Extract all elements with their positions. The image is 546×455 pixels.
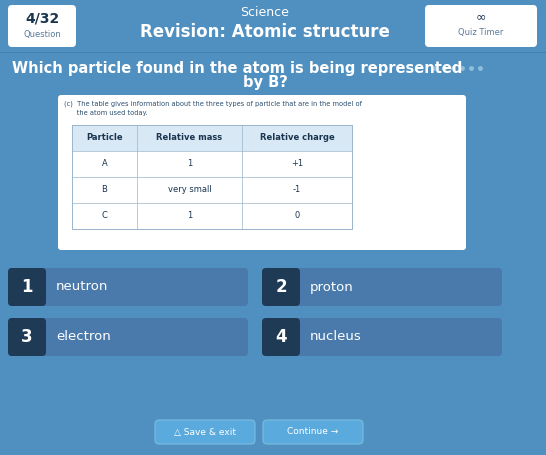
Text: B: B xyxy=(102,186,108,194)
FancyBboxPatch shape xyxy=(8,268,46,306)
Text: +1: +1 xyxy=(291,160,303,168)
Bar xyxy=(72,125,352,229)
Text: 1: 1 xyxy=(187,160,192,168)
FancyBboxPatch shape xyxy=(8,318,46,356)
Text: △ Save & exit: △ Save & exit xyxy=(174,428,236,436)
FancyBboxPatch shape xyxy=(262,318,502,356)
FancyBboxPatch shape xyxy=(262,318,300,356)
FancyBboxPatch shape xyxy=(8,5,76,47)
Text: C: C xyxy=(102,212,108,221)
Text: the atom used today.: the atom used today. xyxy=(64,110,147,116)
Text: nucleus: nucleus xyxy=(310,330,362,344)
Text: by B?: by B? xyxy=(242,75,287,90)
FancyBboxPatch shape xyxy=(58,95,466,250)
Text: Continue →: Continue → xyxy=(287,428,339,436)
Text: neutron: neutron xyxy=(56,280,108,293)
Text: Particle: Particle xyxy=(86,133,123,142)
Text: Relative mass: Relative mass xyxy=(157,133,223,142)
Text: Revision: Atomic structure: Revision: Atomic structure xyxy=(140,23,390,41)
Text: Relative charge: Relative charge xyxy=(260,133,334,142)
Text: electron: electron xyxy=(56,330,111,344)
Text: 4: 4 xyxy=(275,328,287,346)
Text: 1: 1 xyxy=(21,278,33,296)
FancyBboxPatch shape xyxy=(263,420,363,444)
Text: A: A xyxy=(102,160,108,168)
Text: 4/32: 4/32 xyxy=(25,12,59,26)
Text: 0: 0 xyxy=(294,212,300,221)
Text: proton: proton xyxy=(310,280,354,293)
FancyBboxPatch shape xyxy=(155,420,255,444)
Text: 2: 2 xyxy=(275,278,287,296)
Text: Science: Science xyxy=(241,6,289,20)
Text: Question: Question xyxy=(23,30,61,40)
Text: Which particle found in the atom is being represented: Which particle found in the atom is bein… xyxy=(12,61,462,76)
Text: Quiz Timer: Quiz Timer xyxy=(458,27,504,36)
FancyBboxPatch shape xyxy=(262,268,300,306)
Bar xyxy=(72,125,352,151)
Text: 3: 3 xyxy=(21,328,33,346)
Text: -1: -1 xyxy=(293,186,301,194)
FancyBboxPatch shape xyxy=(262,268,502,306)
Text: very small: very small xyxy=(168,186,211,194)
Text: 1: 1 xyxy=(187,212,192,221)
FancyBboxPatch shape xyxy=(425,5,537,47)
Text: (c)  The table gives information about the three types of particle that are in t: (c) The table gives information about th… xyxy=(64,101,362,107)
FancyBboxPatch shape xyxy=(8,318,248,356)
Text: ∞: ∞ xyxy=(476,10,486,24)
FancyBboxPatch shape xyxy=(8,268,248,306)
